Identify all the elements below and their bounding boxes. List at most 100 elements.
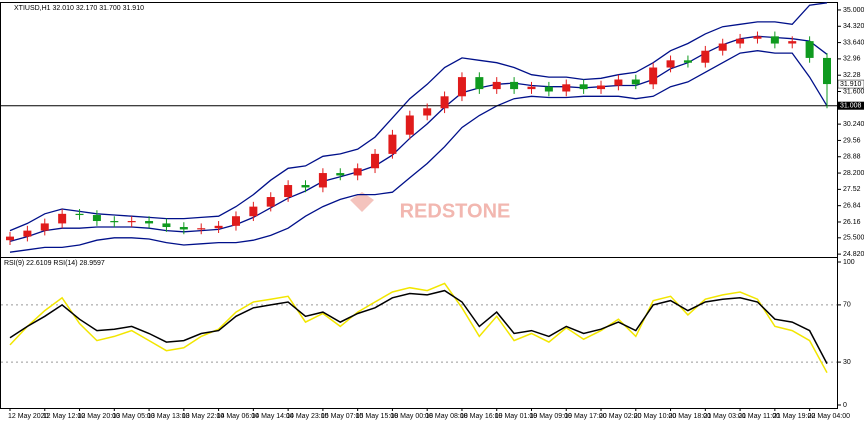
y-tick-label: 26.16 xyxy=(843,219,861,226)
candle-body xyxy=(336,173,345,176)
x-tick-label: 13 May 13:00 xyxy=(147,413,190,420)
candle-body xyxy=(40,223,49,231)
x-tick-label: 22 May 04:00 xyxy=(808,413,851,420)
y-tick-label: 100 xyxy=(843,259,855,266)
y-tick-label: 32.28 xyxy=(843,72,861,79)
chart-title: XTIUSD,H1 32.010 32.170 31.700 31.910 xyxy=(14,5,144,12)
candle-body xyxy=(388,134,397,154)
candle-body xyxy=(579,84,588,90)
y-tick-label: 32.96 xyxy=(843,56,861,63)
candle-body xyxy=(371,153,380,169)
candle-body xyxy=(475,77,484,90)
candle-body xyxy=(440,96,449,109)
y-tick-label: 70 xyxy=(843,302,851,309)
candle-body xyxy=(162,223,171,228)
x-tick-label: 14 May 06:00 xyxy=(217,413,260,420)
y-tick-label: 29.56 xyxy=(843,137,861,144)
x-tick-label: 15 May 15:00 xyxy=(356,413,399,420)
candle-body xyxy=(179,227,188,230)
y-tick-label: 25.500 xyxy=(843,235,864,242)
hline-label: 31.008 xyxy=(840,103,862,110)
candle-body xyxy=(631,79,640,85)
x-tick-label: 18 May 16:00 xyxy=(460,413,503,420)
candle-body xyxy=(301,185,310,188)
candle-body xyxy=(753,36,762,39)
candle-body xyxy=(683,60,692,63)
candle-body xyxy=(614,79,623,86)
candle-body xyxy=(318,173,327,188)
x-tick-label: 12 May 20:00 xyxy=(78,413,121,420)
last-price-box xyxy=(837,79,864,89)
candle-body xyxy=(353,168,362,176)
candle-body xyxy=(231,216,240,226)
x-tick-label: 20 May 02:00 xyxy=(599,413,642,420)
x-tick-label: 13 May 05:00 xyxy=(112,413,155,420)
candle-body xyxy=(405,115,414,135)
x-tick-label: 18 May 08:00 xyxy=(425,413,468,420)
candle-body xyxy=(284,185,293,198)
x-tick-label: 20 May 18:00 xyxy=(669,413,712,420)
hline-label-box xyxy=(838,101,864,110)
x-tick-label: 19 May 01:00 xyxy=(495,413,538,420)
y-tick-label: 34.320 xyxy=(843,23,864,30)
y-tick-label: 33.640 xyxy=(843,39,864,46)
y-tick-label: 30.240 xyxy=(843,121,864,128)
y-tick-label: 0 xyxy=(843,402,847,409)
x-tick-label: 21 May 19:00 xyxy=(773,413,816,420)
candle-body xyxy=(649,67,658,85)
candle-body xyxy=(110,221,119,223)
candle-body xyxy=(823,57,831,85)
last-price-label: 31.910 xyxy=(840,81,862,88)
candle-body xyxy=(718,43,727,51)
x-tick-label: 12 May 2020 xyxy=(8,413,49,420)
candle-body xyxy=(736,38,745,44)
candle-body xyxy=(127,221,136,223)
y-tick-label: 30 xyxy=(843,359,851,366)
x-tick-label: 14 May 14:00 xyxy=(251,413,294,420)
candle-body xyxy=(788,41,797,44)
watermark: REDSTONE xyxy=(400,200,511,222)
y-tick-label: 28.88 xyxy=(843,154,861,161)
candle-body xyxy=(701,50,710,63)
candle-body xyxy=(214,225,223,229)
candle-body xyxy=(266,197,275,207)
rsi-frame xyxy=(0,257,838,409)
y-tick-label: 28.200 xyxy=(843,170,864,177)
candle-body xyxy=(58,213,67,224)
candle-body xyxy=(6,236,14,241)
candle-body xyxy=(145,221,154,224)
y-tick-label: 27.52 xyxy=(843,186,861,193)
candle-body xyxy=(75,213,84,216)
candle-body xyxy=(197,228,206,230)
y-tick-label: 35.000 xyxy=(843,7,864,14)
x-tick-label: 19 May 17:00 xyxy=(564,413,607,420)
rsi-line xyxy=(9,282,828,374)
bollinger-band xyxy=(9,50,828,253)
rsi-title: RSI(9) 22.6109 RSI(14) 28.9597 xyxy=(4,260,105,267)
candle-body xyxy=(23,230,32,237)
x-tick-label: 21 May 03:00 xyxy=(703,413,746,420)
bollinger-band xyxy=(9,2,828,232)
x-tick-label: 19 May 09:00 xyxy=(529,413,572,420)
y-tick-label: 26.84 xyxy=(843,203,861,210)
rsi-line xyxy=(9,289,828,364)
watermark-logo xyxy=(350,192,374,212)
x-tick-label: 20 May 10:00 xyxy=(634,413,677,420)
candle-body xyxy=(492,81,501,90)
candle-body xyxy=(527,86,536,90)
candle-body xyxy=(544,86,553,92)
x-tick-label: 13 May 22:00 xyxy=(182,413,225,420)
y-tick-label: 31.600 xyxy=(843,88,864,95)
y-tick-label: 24.820 xyxy=(843,251,864,258)
candle-body xyxy=(770,36,779,44)
candle-body xyxy=(562,84,571,92)
candle-body xyxy=(666,60,675,68)
x-tick-label: 15 May 07:00 xyxy=(321,413,364,420)
x-tick-label: 12 May 12:00 xyxy=(43,413,86,420)
candle-body xyxy=(249,206,258,217)
candle-body xyxy=(597,85,606,90)
x-tick-label: 14 May 23:00 xyxy=(286,413,329,420)
x-tick-label: 18 May 00:00 xyxy=(390,413,433,420)
candle-body xyxy=(510,81,519,90)
